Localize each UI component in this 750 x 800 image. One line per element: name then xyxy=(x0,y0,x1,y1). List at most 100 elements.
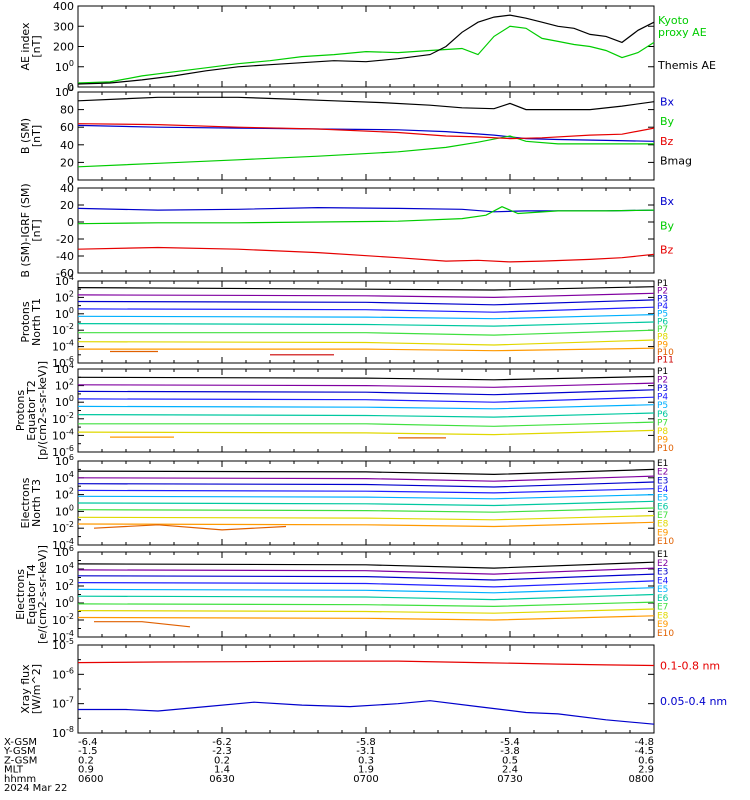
legend-entry: E6 xyxy=(657,502,669,512)
legend-entry: E1 xyxy=(657,550,668,560)
legend-entry: E7 xyxy=(657,603,668,613)
y-axis-label: Electrons xyxy=(14,569,27,620)
axis-row-label: Z-GSM xyxy=(4,755,37,766)
y-tick-label: 10-6 xyxy=(52,355,74,370)
panel-2: 0 20 40 60 80 100 B (SM)[nT] Bx By Bz Bmag xyxy=(19,84,692,187)
legend-entry: proxy AE xyxy=(658,26,707,39)
legend-entry: P2 xyxy=(657,376,668,386)
legend-entry: P3 xyxy=(657,294,668,304)
y-tick-label: 106 xyxy=(55,453,74,468)
axis-row-value: -5.4 xyxy=(500,737,520,748)
legend-entry: 0.1-0.8 nm xyxy=(660,660,720,673)
y-tick-label: 10-7 xyxy=(52,696,74,711)
series-line-0-1-0-8-nm xyxy=(77,660,655,667)
y-tick-label: 40 xyxy=(60,182,74,195)
series-line-e10 xyxy=(93,524,287,531)
y-tick-label: 10-4 xyxy=(52,629,74,644)
series-line-bx xyxy=(77,124,655,142)
panel-frame xyxy=(77,644,655,734)
series-line-e9 xyxy=(77,615,655,621)
axis-row-value: -2.3 xyxy=(212,746,232,757)
y-tick-label: 102 xyxy=(55,289,74,304)
axis-row-label: X-GSM xyxy=(4,737,37,748)
axis-row-value: 0700 xyxy=(353,774,378,785)
axis-row-value: 2.4 xyxy=(502,765,518,776)
axis-row-value: -6.2 xyxy=(212,737,232,748)
legend-entry: E10 xyxy=(657,537,674,547)
axis-row-value: -4.5 xyxy=(634,746,654,757)
series-line-bz xyxy=(77,123,655,140)
y-axis-label: Equator T2 xyxy=(25,380,38,440)
series-line-e8 xyxy=(77,608,655,614)
axis-row-value: 0600 xyxy=(78,774,103,785)
y-tick-label: 100 xyxy=(55,306,74,321)
legend-entry: Bx xyxy=(660,96,675,109)
series-line-p5 xyxy=(77,404,655,410)
y-tick-label: 102 xyxy=(55,487,74,502)
y-axis-label: [nT] xyxy=(30,35,43,57)
y-axis-label: Protons xyxy=(14,390,27,431)
legend-entry: P2 xyxy=(657,287,668,297)
legend-entry: E1 xyxy=(657,459,668,469)
axis-row-value: 1.4 xyxy=(214,765,230,776)
panel-frame xyxy=(77,368,655,453)
series-line-e10 xyxy=(94,621,191,628)
y-tick-label: 60 xyxy=(60,121,74,134)
panel-3: -60 -40 -20 0 20 40 B (SM)-IGRF (SM)[nT] Bx By Bz xyxy=(19,182,675,280)
series-line-themis-ae xyxy=(77,14,655,85)
series-line-by xyxy=(77,206,655,225)
series-line-0-05-0-4-nm xyxy=(78,700,655,725)
series-line-bmag xyxy=(77,96,655,111)
legend-entry: E4 xyxy=(657,485,669,495)
legend-entry: Bmag xyxy=(660,154,692,167)
axis-row-value: 0630 xyxy=(209,774,234,785)
legend-entry: P1 xyxy=(657,367,668,377)
axis-row-value: -1.5 xyxy=(78,746,98,757)
legend-entry: By xyxy=(660,115,675,128)
series-line-e5 xyxy=(77,587,655,594)
y-tick-label: 10-2 xyxy=(52,322,74,337)
legend-entry: P8 xyxy=(657,427,668,437)
y-axis-label: [W/m^2] xyxy=(30,664,43,714)
axis-row-value: 0.5 xyxy=(502,755,518,766)
axis-row-value: 0.2 xyxy=(78,755,94,766)
y-tick-label: 200 xyxy=(53,41,74,54)
series-line-p9 xyxy=(78,347,655,352)
axis-row-label: Y-GSM xyxy=(3,746,36,757)
y-axis-label: Protons xyxy=(19,301,32,342)
y-tick-label: 104 xyxy=(55,361,74,376)
y-tick-label: 20 xyxy=(60,156,74,169)
legend-entry: Kyoto xyxy=(658,14,689,27)
legend-entry: E4 xyxy=(657,576,669,586)
series-line-e4 xyxy=(77,580,655,588)
legend-entry: P9 xyxy=(657,340,668,350)
axis-row-value: 0730 xyxy=(497,774,522,785)
date-label: 2024 Mar 22 xyxy=(4,783,67,794)
y-tick-label: -20 xyxy=(56,233,74,246)
series-line-p4 xyxy=(77,396,655,403)
series-line-p8 xyxy=(77,339,655,346)
y-tick-label: -40 xyxy=(56,250,74,263)
y-axis-label: [p/(cm2-s-sr-keV)] xyxy=(36,361,49,460)
legend-entry: P9 xyxy=(657,435,668,445)
y-tick-label: 300 xyxy=(53,20,74,33)
legend-entry: Bx xyxy=(660,195,675,208)
series-line-p5 xyxy=(77,314,655,320)
y-axis-label: Equator T4 xyxy=(25,564,38,624)
legend-entry: P4 xyxy=(657,302,668,312)
legend-entry: E6 xyxy=(657,594,669,604)
axis-row-value: -3.1 xyxy=(356,746,376,757)
series-line-e2 xyxy=(77,567,655,575)
y-tick-label: 0 xyxy=(67,174,74,187)
y-tick-label: 0 xyxy=(67,216,74,229)
y-tick-label: 10-5 xyxy=(52,637,74,652)
y-tick-label: 100 xyxy=(55,595,74,610)
legend-entry: Bz xyxy=(660,135,674,148)
series-line-p2 xyxy=(77,292,655,299)
legend-entry: E2 xyxy=(657,559,668,569)
axis-row-value: 0800 xyxy=(629,774,654,785)
y-axis-label: Xray flux xyxy=(19,664,32,714)
